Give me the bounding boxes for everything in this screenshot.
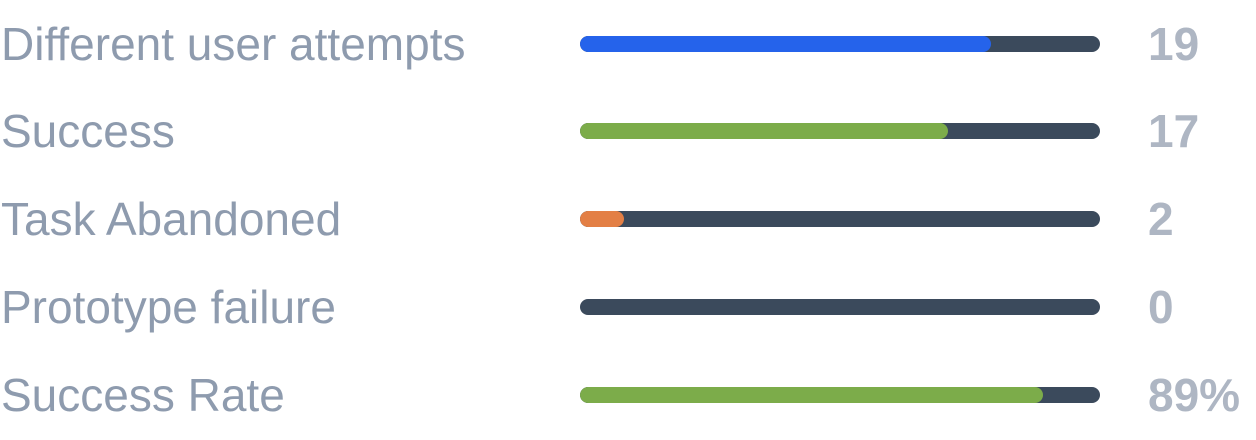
progress-track: [580, 299, 1100, 315]
progress-fill: [580, 123, 948, 139]
stat-label: Task Abandoned: [1, 189, 341, 249]
progress-fill: [580, 387, 1043, 403]
stat-value: 89%: [1148, 365, 1240, 425]
stat-label: Different user attempts: [1, 14, 465, 74]
stat-row-prototype-failure: Prototype failure 0: [0, 277, 1256, 337]
stat-row-different-user-attempts: Different user attempts 19: [0, 14, 1256, 74]
stat-label: Success Rate: [1, 365, 285, 425]
stat-row-task-abandoned: Task Abandoned 2: [0, 189, 1256, 249]
stat-label: Prototype failure: [1, 277, 336, 337]
stat-value: 0: [1148, 277, 1174, 337]
progress-fill: [580, 211, 624, 227]
progress-track: [580, 36, 1100, 52]
progress-fill: [580, 36, 991, 52]
stat-value: 2: [1148, 189, 1174, 249]
progress-track: [580, 123, 1100, 139]
stat-value: 17: [1148, 101, 1199, 161]
stat-row-success: Success 17: [0, 101, 1256, 161]
stat-value: 19: [1148, 14, 1199, 74]
stat-row-success-rate: Success Rate 89%: [0, 365, 1256, 425]
stat-label: Success: [1, 101, 175, 161]
progress-track: [580, 211, 1100, 227]
progress-track: [580, 387, 1100, 403]
